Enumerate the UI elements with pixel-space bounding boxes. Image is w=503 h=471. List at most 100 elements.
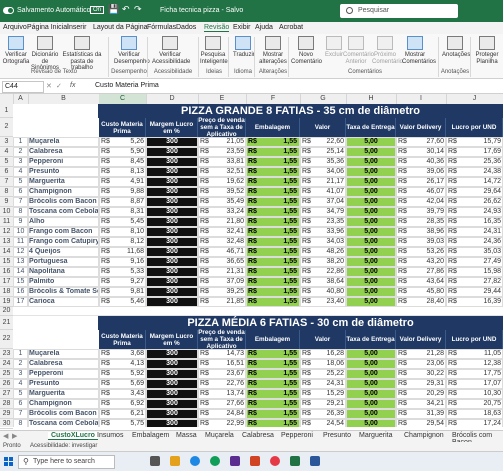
delivery-cell[interactable]: 26,17 (412, 177, 446, 187)
valor-cell[interactable]: 23,40 (316, 297, 346, 307)
table-row[interactable]: 11 Frango com Catupiry R$ 8,12 R$ 32,48 R$ 34,0… (13, 237, 503, 247)
row-header[interactable]: 22 (0, 330, 13, 349)
custo-cell[interactable]: 5,45 (115, 217, 146, 227)
custo-cell[interactable]: 8,45 (115, 157, 146, 167)
custo-cell[interactable]: 5,33 (115, 267, 146, 277)
preco-cell[interactable]: 16,51 (214, 359, 246, 369)
delivery-cell[interactable]: 28,40 (412, 297, 446, 307)
table-row[interactable]: 4 Presunto R$ 8,13 R$ 32,51 R$ 34,06 R$ 39,06 R$ 24… (13, 167, 503, 177)
valor-cell[interactable]: 22,86 (316, 267, 346, 277)
delivery-cell[interactable]: 43,20 (412, 257, 446, 267)
tab-3[interactable]: Layout da Página (93, 24, 148, 31)
office-icon[interactable] (250, 456, 260, 466)
embalagem-cell[interactable]: 1,55 (262, 177, 300, 187)
edge-icon[interactable] (190, 456, 200, 466)
lucro-cell[interactable]: 17,69 (462, 147, 503, 157)
custo-cell[interactable]: 9,27 (115, 277, 146, 287)
preco-cell[interactable]: 24,84 (214, 409, 246, 419)
sheet-tab[interactable]: Calabresa (242, 432, 274, 439)
tab-6[interactable]: Revisão (204, 24, 230, 32)
lucro-cell[interactable]: 14,72 (462, 177, 503, 187)
teams-icon[interactable] (230, 456, 240, 466)
taxa-entrega-cell[interactable]: 5,00 (346, 257, 396, 267)
preco-cell[interactable]: 37,09 (214, 277, 246, 287)
delivery-cell[interactable]: 38,96 (412, 227, 446, 237)
custo-cell[interactable]: 8,13 (115, 167, 146, 177)
margem-cell[interactable]: 300 (146, 379, 198, 389)
embalagem-cell[interactable]: 1,55 (262, 217, 300, 227)
preco-cell[interactable]: 23,59 (214, 147, 246, 157)
tab-8[interactable]: Ajuda (255, 24, 273, 31)
table-row[interactable]: 1 Muçarela R$ 3,68 R$ 14,73 R$ 16,28 R$ 21,28 R$ 11… (13, 349, 503, 359)
embalagem-cell[interactable]: 1,55 (262, 157, 300, 167)
delivery-cell[interactable]: 30,22 (412, 369, 446, 379)
margem-cell[interactable]: 300 (146, 277, 198, 287)
lucro-cell[interactable]: 29,64 (462, 187, 503, 197)
lucro-cell[interactable]: 25,36 (462, 157, 503, 167)
new-comment-button[interactable]: Novo Comentário (291, 36, 322, 65)
taxa-entrega-cell[interactable]: 5,00 (346, 167, 396, 177)
taskbar-search[interactable]: ⚲ Type here to search (18, 455, 115, 469)
table-row[interactable]: 2 Calabresa R$ 5,90 R$ 23,59 R$ 25,14 R$ 30,14 R$ 1… (13, 147, 503, 157)
column-header-E[interactable]: E (198, 94, 247, 104)
custo-cell[interactable]: 6,21 (115, 409, 146, 419)
row-header[interactable]: 26 (0, 379, 13, 389)
delivery-cell[interactable]: 42,04 (412, 197, 446, 207)
preco-cell[interactable]: 23,67 (214, 369, 246, 379)
embalagem-cell[interactable]: 1,55 (262, 227, 300, 237)
embalagem-cell[interactable]: 1,55 (262, 257, 300, 267)
margem-cell[interactable]: 300 (146, 369, 198, 379)
table-row[interactable]: 10 Frango com Bacon R$ 8,10 R$ 32,41 R$ 33,96 R$… (13, 227, 503, 237)
enter-icon[interactable]: ✓ (56, 83, 62, 90)
lucro-cell[interactable]: 18,63 (462, 409, 503, 419)
lucro-cell[interactable]: 15,79 (462, 137, 503, 147)
margem-cell[interactable]: 300 (146, 267, 198, 277)
embalagem-cell[interactable]: 1,55 (262, 359, 300, 369)
preco-cell[interactable]: 46,71 (214, 247, 246, 257)
custo-cell[interactable]: 3,68 (115, 349, 146, 359)
delivery-cell[interactable]: 39,03 (412, 237, 446, 247)
taxa-entrega-cell[interactable]: 5,00 (346, 369, 396, 379)
custo-cell[interactable]: 9,16 (115, 257, 146, 267)
delivery-cell[interactable]: 39,79 (412, 207, 446, 217)
custo-cell[interactable]: 8,87 (115, 197, 146, 207)
valor-cell[interactable]: 35,36 (316, 157, 346, 167)
valor-cell[interactable]: 24,54 (316, 419, 346, 427)
taxa-entrega-cell[interactable]: 5,00 (346, 237, 396, 247)
sheet-tab[interactable]: Presunto (323, 432, 352, 439)
row-header[interactable]: 15 (0, 257, 13, 267)
excel-taskbar-icon[interactable] (290, 456, 300, 466)
performance-button[interactable]: Verificar Desempenho (114, 36, 150, 65)
delivery-cell[interactable]: 27,60 (412, 137, 446, 147)
margem-cell[interactable]: 300 (146, 207, 198, 217)
search-box[interactable]: Pesquisar (340, 4, 458, 18)
preco-cell[interactable]: 35,49 (214, 197, 246, 207)
valor-cell[interactable]: 23,35 (316, 217, 346, 227)
row-header[interactable]: 30 (0, 419, 13, 429)
tab-1[interactable]: Página Inicial (27, 24, 69, 31)
row-header[interactable]: 21 (0, 316, 13, 330)
thesaurus-button[interactable]: Dicionário de Sinônimos (31, 36, 59, 72)
custo-cell[interactable]: 5,46 (115, 297, 146, 307)
column-header-A[interactable]: A (13, 94, 29, 104)
margem-cell[interactable]: 300 (146, 409, 198, 419)
sheet-tab[interactable]: CustoXLucro (48, 432, 98, 440)
row-header[interactable]: 11 (0, 217, 13, 227)
taxa-entrega-cell[interactable]: 5,00 (346, 187, 396, 197)
taxa-entrega-cell[interactable]: 5,00 (346, 207, 396, 217)
delivery-cell[interactable]: 21,28 (412, 349, 446, 359)
valor-cell[interactable]: 37,04 (316, 197, 346, 207)
delivery-cell[interactable]: 39,06 (412, 167, 446, 177)
valor-cell[interactable]: 41,07 (316, 187, 346, 197)
table-row[interactable]: 14 Napolitana R$ 5,33 R$ 21,31 R$ 22,86 R$ 27,86 R… (13, 267, 503, 277)
taxa-entrega-cell[interactable]: 5,00 (346, 197, 396, 207)
lucro-cell[interactable]: 16,35 (462, 217, 503, 227)
embalagem-cell[interactable]: 1,55 (262, 287, 300, 297)
row-header[interactable]: 18 (0, 287, 13, 297)
delivery-cell[interactable]: 40,36 (412, 157, 446, 167)
row-header[interactable]: 25 (0, 369, 13, 379)
taxa-entrega-cell[interactable]: 5,00 (346, 137, 396, 147)
margem-cell[interactable]: 300 (146, 237, 198, 247)
lucro-cell[interactable]: 17,07 (462, 379, 503, 389)
select-all-corner[interactable] (0, 94, 14, 104)
